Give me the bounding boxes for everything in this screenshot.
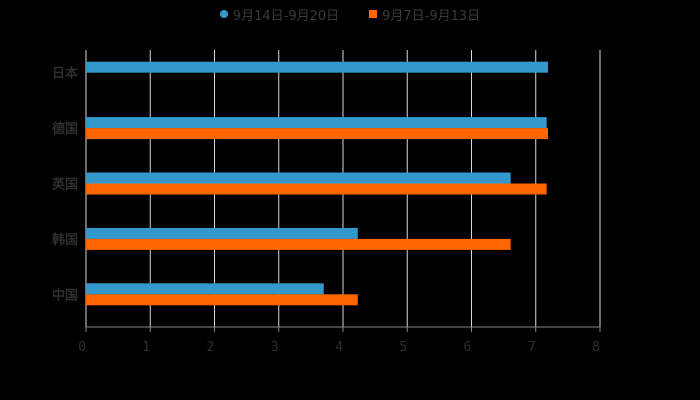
category-label: 日本 — [52, 66, 78, 82]
category-label: 韩国 — [52, 232, 78, 248]
circle-marker-icon — [219, 10, 228, 18]
legend-label: 9月7日-9月13日 — [382, 8, 481, 24]
x-tick-label: 0 — [78, 340, 86, 355]
x-tick-label: 3 — [271, 340, 279, 355]
legend-item-series-1[interactable]: 9月14日-9月20日 — [219, 4, 340, 24]
x-tick-label: 5 — [399, 340, 407, 355]
bar — [86, 238, 511, 250]
x-tick-label: 2 — [207, 340, 215, 355]
square-marker-icon — [369, 10, 378, 18]
category-label: 德国 — [52, 121, 78, 137]
x-tick-label: 4 — [335, 340, 343, 355]
bar — [86, 183, 547, 195]
bar — [86, 283, 324, 295]
bar — [86, 294, 358, 306]
x-tick-label: 6 — [464, 340, 472, 355]
legend-item-series-2[interactable]: 9月7日-9月13日 — [369, 4, 480, 24]
bar — [86, 172, 511, 184]
category-label: 中国 — [52, 287, 78, 303]
bar — [86, 128, 548, 140]
category-label: 英国 — [51, 177, 78, 193]
bar — [86, 61, 548, 73]
x-tick-label: 7 — [528, 340, 536, 355]
chart-legend: 9月14日-9月20日 9月7日-9月13日 — [0, 4, 700, 24]
x-tick-label: 8 — [592, 340, 600, 355]
x-tick-label: 1 — [142, 340, 150, 355]
legend-label: 9月14日-9月20日 — [232, 8, 340, 24]
bar — [86, 227, 358, 239]
bar — [86, 117, 547, 129]
